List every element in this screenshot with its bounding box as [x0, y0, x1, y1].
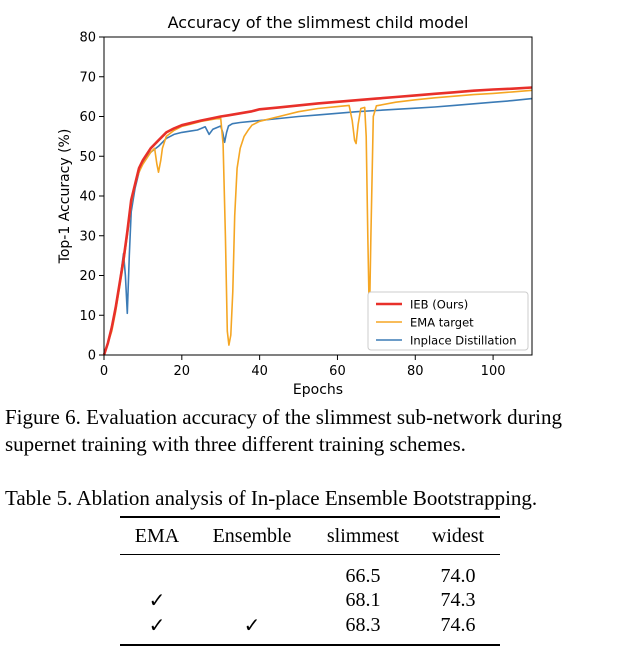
y-tick-label: 20: [79, 269, 96, 284]
cell-widest: 74.6: [440, 614, 476, 636]
table-row: 66.5 74.0: [120, 555, 500, 589]
x-tick-label: 0: [100, 364, 108, 379]
cell-slimmest: 68.3: [345, 614, 381, 636]
legend-items: IEB (Ours) EMA target Inplace Distillation: [376, 298, 517, 348]
cell-ema: ✓: [148, 590, 166, 612]
y-tick-label: 60: [79, 110, 96, 125]
col-header-widest: widest: [431, 524, 485, 547]
x-axis-label: Epochs: [293, 382, 343, 398]
y-tick-label: 50: [79, 150, 96, 165]
accuracy-chart: Accuracy of the slimmest child model Top…: [57, 13, 533, 398]
cell-widest: 74.0: [440, 565, 476, 587]
x-tick-label: 80: [407, 364, 424, 379]
y-tick-label: 70: [79, 70, 96, 85]
cell-slimmest: 66.5: [345, 565, 381, 587]
table-caption: Table 5. Ablation analysis of In-place E…: [5, 486, 538, 510]
cell-ensemble: ✓: [243, 615, 261, 637]
cell-ema: [120, 555, 194, 589]
legend-label-inplace-distillation: Inplace Distillation: [410, 334, 517, 348]
col-header-ensemble: Ensemble: [212, 524, 292, 547]
x-tick-label: 60: [329, 364, 346, 379]
legend-label-ieb-ours: IEB (Ours): [410, 298, 468, 312]
plot-frame: [103, 36, 533, 356]
x-tick-label: 100: [481, 364, 506, 379]
cell-ema: ✓: [148, 615, 166, 637]
y-tick-label: 10: [79, 309, 96, 324]
ablation-table: EMA Ensemble slimmest widest 66.5 74.0 ✓…: [120, 516, 500, 646]
table-row: ✓ 68.1 74.3: [120, 588, 500, 613]
y-tick-label: 80: [79, 31, 96, 46]
y-axis-label: Top-1 Accuracy (%): [57, 129, 73, 265]
y-tick-label: 30: [79, 229, 96, 244]
cell-ensemble: [194, 588, 310, 613]
x-tick-label: 20: [174, 364, 191, 379]
series-line-inplace-distillation: [103, 97, 533, 356]
cell-slimmest: 68.1: [345, 589, 381, 611]
axis-ticks: 0 20 40 60 80 100 0 10 20 30 40 50 60 70 80: [79, 31, 505, 380]
table-header-row: EMA Ensemble slimmest widest: [120, 517, 500, 555]
y-tick-label: 40: [79, 190, 96, 205]
chart-svg: Accuracy of the slimmest child model Top…: [57, 13, 533, 398]
series-lines: [102, 86, 533, 356]
x-tick-label: 40: [251, 364, 268, 379]
chart-title: Accuracy of the slimmest child model: [168, 13, 469, 32]
cell-ensemble: [194, 555, 310, 589]
legend-box: [367, 291, 529, 351]
legend-label-ema-target: EMA target: [410, 316, 474, 330]
cell-widest: 74.3: [440, 589, 476, 611]
chart-legend: IEB (Ours) EMA target Inplace Distillation: [367, 291, 529, 351]
col-header-slimmest: slimmest: [326, 524, 400, 547]
y-tick-label: 0: [88, 349, 96, 364]
series-line-ieb-ours: [102, 86, 533, 356]
figure-caption: Figure 6. Evaluation accuracy of the sli…: [5, 405, 562, 456]
col-header-ema: EMA: [134, 524, 180, 547]
table-row: ✓ ✓ 68.3 74.6: [120, 613, 500, 645]
series-line-ema-target: [103, 89, 533, 356]
